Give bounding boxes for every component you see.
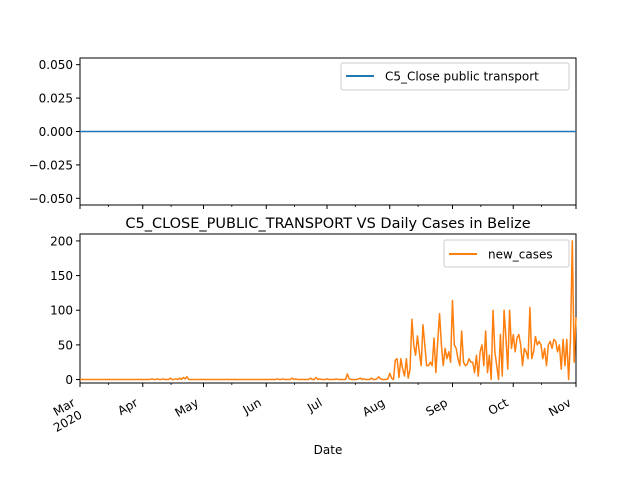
bottom-x-tick-label: Oct bbox=[486, 395, 511, 418]
bottom-panel: C5_CLOSE_PUBLIC_TRANSPORT VS Daily Cases… bbox=[44, 216, 577, 457]
bottom-y-tick-label: 100 bbox=[50, 304, 73, 318]
chart-title: C5_CLOSE_PUBLIC_TRANSPORT VS Daily Cases… bbox=[125, 216, 530, 232]
x-axis-label: Date bbox=[314, 443, 343, 457]
top-panel: 0.050 0.025 0.000 −0.025 −0.050 C5_Close pub… bbox=[29, 57, 577, 209]
top-legend-box bbox=[340, 62, 570, 91]
bottom-x-tick-label: May bbox=[173, 395, 201, 420]
top-y-axis: 0.050 0.025 0.000 −0.025 −0.050 bbox=[29, 58, 80, 206]
bottom-x-tick-label: Apr bbox=[115, 395, 140, 418]
top-x-axis bbox=[79, 205, 577, 209]
bottom-x-tick-label: Jun bbox=[240, 395, 264, 417]
bottom-y-tick-label: 200 bbox=[50, 234, 73, 248]
top-legend-label: C5_Close public transport bbox=[385, 70, 539, 84]
bottom-x-tick-label: Aug bbox=[360, 395, 387, 419]
bottom-x-axis: Mar2020 Apr May Jun Jul Aug Sep Oct Nov bbox=[44, 383, 577, 435]
bottom-legend: new_cases bbox=[443, 239, 570, 268]
top-y-tick-label: 0.000 bbox=[39, 125, 73, 139]
bottom-plot-frame bbox=[79, 233, 577, 384]
top-legend: C5_Close public transport bbox=[340, 62, 570, 91]
bottom-series-line bbox=[80, 240, 577, 381]
bottom-legend-box bbox=[443, 239, 570, 268]
top-y-tick-label: −0.025 bbox=[29, 158, 73, 172]
bottom-y-tick-label: 50 bbox=[58, 338, 73, 352]
bottom-y-tick-label: 150 bbox=[50, 269, 73, 283]
bottom-x-tick-label: Jul bbox=[304, 395, 324, 415]
bottom-legend-label: new_cases bbox=[488, 248, 553, 262]
bottom-y-axis: 0 50 100 150 200 bbox=[50, 234, 80, 387]
top-y-tick-label: −0.050 bbox=[29, 192, 73, 206]
bottom-x-tick-label: Nov bbox=[546, 395, 573, 419]
bottom-y-tick-label: 0 bbox=[65, 373, 73, 387]
top-y-tick-label: 0.050 bbox=[39, 58, 73, 72]
top-y-tick-label: 0.025 bbox=[39, 92, 73, 106]
bottom-x-tick-label: Mar2020 bbox=[44, 395, 85, 435]
bottom-x-tick-label: Sep bbox=[423, 395, 450, 418]
